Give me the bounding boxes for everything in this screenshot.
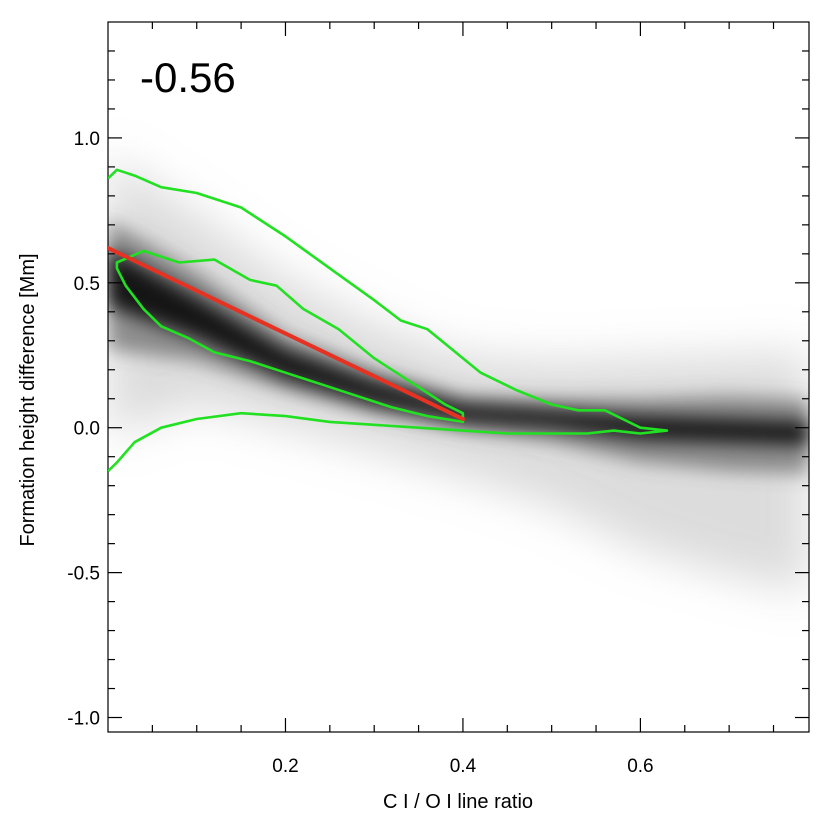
y-tick-label: -0.5 — [67, 564, 100, 585]
y-tick-label: -1.0 — [67, 709, 100, 730]
x-tick-label: 0.2 — [272, 756, 298, 777]
contour-inner — [115, 249, 465, 424]
y-tick-label: 0.5 — [74, 274, 100, 295]
density-halo — [108, 155, 809, 593]
plot-frame — [107, 21, 810, 733]
density-band — [108, 219, 809, 475]
fit-line-group — [108, 246, 465, 422]
fit-line — [108, 246, 465, 422]
density-heatmap — [108, 155, 809, 593]
x-tick-label: 0.4 — [450, 756, 477, 777]
y-tick-label: 0.0 — [74, 419, 100, 440]
x-tick-label: 0.6 — [627, 756, 653, 777]
contours — [108, 168, 669, 473]
x-axis-label: C I / O I line ratio — [383, 791, 533, 813]
axis-ticks: 0.2 0.4 0.6 1.0 0.5 0.0 -0.5 -1.0 — [67, 22, 809, 777]
contour-outer — [108, 168, 669, 473]
y-tick-label: 1.0 — [74, 129, 100, 150]
correlation-annotation: -0.56 — [140, 54, 236, 101]
y-axis-label: Formation height difference [Mm] — [17, 253, 39, 546]
density-core — [108, 248, 809, 446]
